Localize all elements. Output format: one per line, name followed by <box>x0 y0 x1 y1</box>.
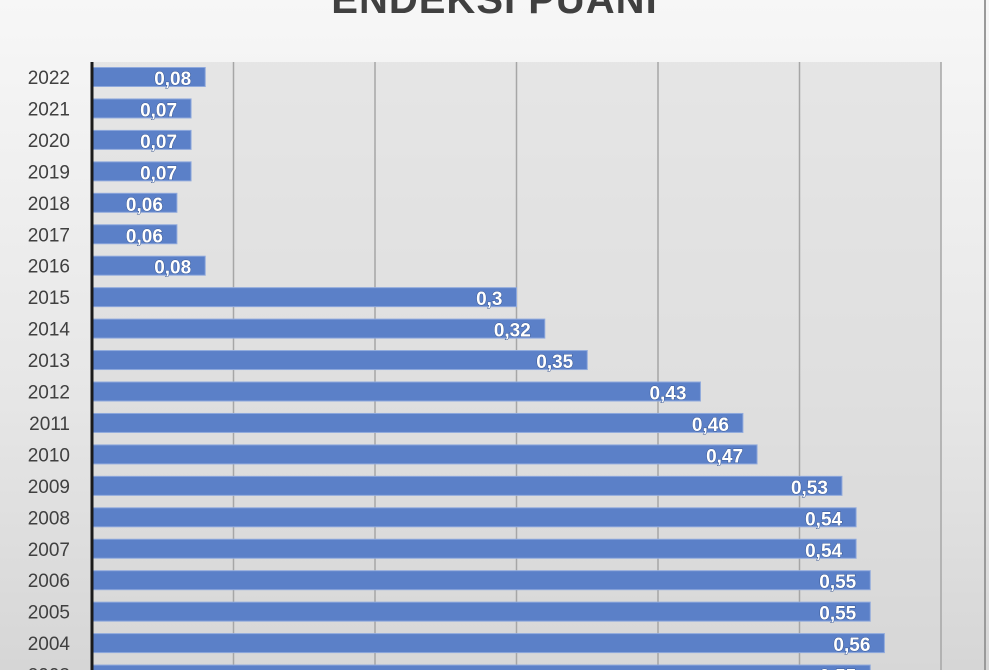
bar <box>91 350 588 371</box>
data-label: 0,08 <box>154 69 191 90</box>
data-label: 0,06 <box>126 195 163 216</box>
category-label: 2005 <box>28 603 70 624</box>
data-label: 0,54 <box>805 509 842 530</box>
category-label: 2015 <box>28 288 70 309</box>
category-label: 2009 <box>28 477 70 498</box>
data-label: 0,3 <box>476 289 502 310</box>
category-label: 2021 <box>28 99 70 120</box>
bar <box>91 412 744 433</box>
category-label: 2011 <box>29 414 70 435</box>
bar <box>91 287 517 308</box>
bar <box>91 601 871 622</box>
bar <box>91 633 885 654</box>
data-label: 0,53 <box>791 478 828 499</box>
data-label: 0,55 <box>819 572 856 593</box>
category-label: 2006 <box>28 571 70 592</box>
data-label: 0,56 <box>833 635 870 656</box>
category-label: 2008 <box>28 508 70 529</box>
category-label: 2010 <box>28 445 70 466</box>
bar <box>91 507 857 528</box>
category-label: 2003 <box>28 666 70 670</box>
data-label: 0,43 <box>649 384 686 405</box>
category-label: 2018 <box>28 194 70 215</box>
category-label: 2013 <box>28 351 70 372</box>
category-label: 2014 <box>28 320 71 341</box>
category-label: 2012 <box>28 383 70 404</box>
data-label: 0,07 <box>140 100 177 121</box>
data-label: 0,32 <box>494 321 531 342</box>
data-label: 0,55 <box>819 604 856 625</box>
bar <box>91 475 843 496</box>
chart-title: ENDEKSI PUANI <box>331 0 658 22</box>
data-label: 0,46 <box>692 415 729 436</box>
category-label: 2017 <box>28 225 70 246</box>
data-label: 0,07 <box>140 132 177 153</box>
data-label: 0,07 <box>140 163 177 184</box>
data-label: 0,55 <box>819 667 856 670</box>
bar <box>91 318 546 339</box>
bar <box>91 538 857 559</box>
category-label: 2020 <box>28 131 70 152</box>
bar <box>91 570 871 591</box>
category-label: 2016 <box>28 257 70 278</box>
data-label: 0,54 <box>805 541 842 562</box>
category-label: 2022 <box>28 68 70 89</box>
category-label: 2007 <box>28 540 70 561</box>
data-label: 0,47 <box>706 446 743 467</box>
data-label: 0,06 <box>126 226 163 247</box>
category-label: 2004 <box>28 634 71 655</box>
bar <box>91 444 758 465</box>
category-label: 2019 <box>28 162 70 183</box>
bar <box>91 381 701 402</box>
bar <box>91 664 871 670</box>
data-label: 0,08 <box>154 258 191 279</box>
data-label: 0,35 <box>536 352 573 373</box>
